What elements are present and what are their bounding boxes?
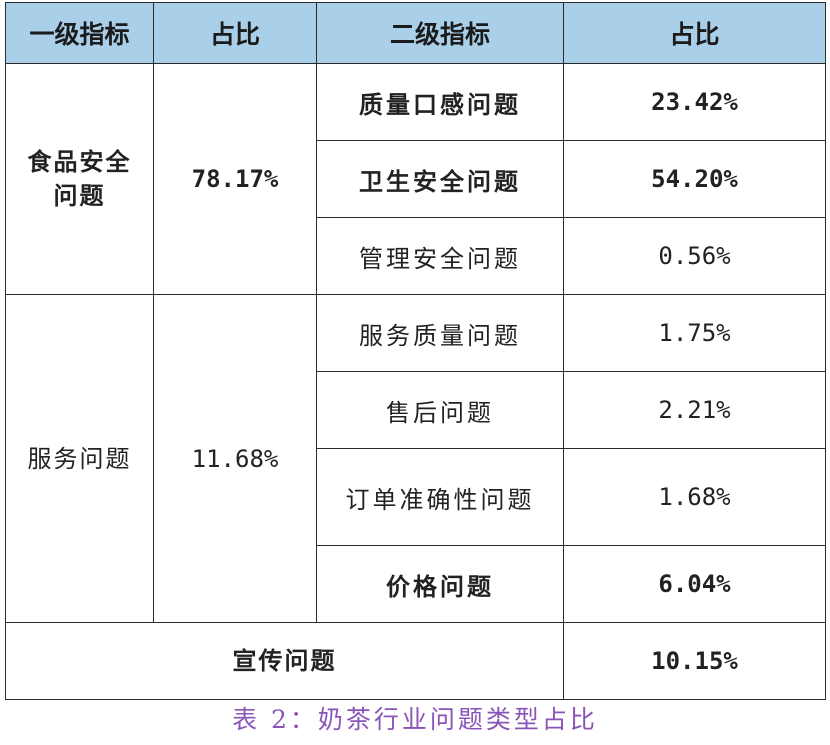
group-food-safety-line2: 问题 — [53, 181, 106, 210]
value-management-safety: 0.56% — [563, 217, 826, 295]
value-service-quality: 1.75% — [563, 294, 826, 372]
table-row: 宣传问题 10.15% — [5, 622, 826, 700]
table-header-row: 一级指标 占比 二级指标 占比 — [5, 2, 826, 64]
header-share2: 占比 — [563, 2, 826, 64]
table-row: 售后问题 2.21% — [6, 371, 826, 449]
group-food-safety-line1: 食品安全 — [27, 147, 132, 176]
issue-share-table: 一级指标 占比 二级指标 占比 食品安全 问题 78.17% 质量口感问题 23… — [5, 2, 826, 700]
group-service-share: 11.68% — [153, 294, 317, 623]
group-promotion: 宣传问题 — [5, 622, 564, 700]
table-row: 食品安全 问题 78.17% 质量口感问题 23.42% — [5, 63, 826, 295]
table-caption: 表 2：奶茶行业问题类型占比 — [232, 705, 598, 734]
header-level1: 一级指标 — [5, 2, 154, 64]
value-quality-taste: 23.42% — [563, 63, 826, 141]
sub-price: 价格问题 — [316, 545, 564, 623]
value-promotion: 10.15% — [563, 622, 826, 700]
value-price: 6.04% — [563, 545, 826, 623]
sub-after-sales: 售后问题 — [316, 371, 564, 449]
sub-management-safety: 管理安全问题 — [316, 217, 564, 295]
sub-order-accuracy: 订单准确性问题 — [316, 448, 564, 546]
table-row: 卫生安全问题 54.20% — [6, 140, 826, 218]
group-food-safety: 食品安全 问题 — [5, 63, 154, 295]
sub-service-quality: 服务质量问题 — [316, 294, 564, 372]
value-hygiene-safety: 54.20% — [563, 140, 826, 218]
group-service: 服务问题 — [5, 294, 154, 623]
table-row: 服务问题 11.68% 服务质量问题 1.75% — [5, 294, 826, 623]
header-share1: 占比 — [153, 2, 317, 64]
table-row: 价格问题 6.04% — [6, 545, 826, 623]
group-food-safety-share: 78.17% — [153, 63, 317, 295]
sub-hygiene-safety: 卫生安全问题 — [316, 140, 564, 218]
value-order-accuracy: 1.68% — [563, 448, 826, 546]
header-level2: 二级指标 — [316, 2, 564, 64]
sub-quality-taste: 质量口感问题 — [316, 63, 564, 141]
value-after-sales: 2.21% — [563, 371, 826, 449]
